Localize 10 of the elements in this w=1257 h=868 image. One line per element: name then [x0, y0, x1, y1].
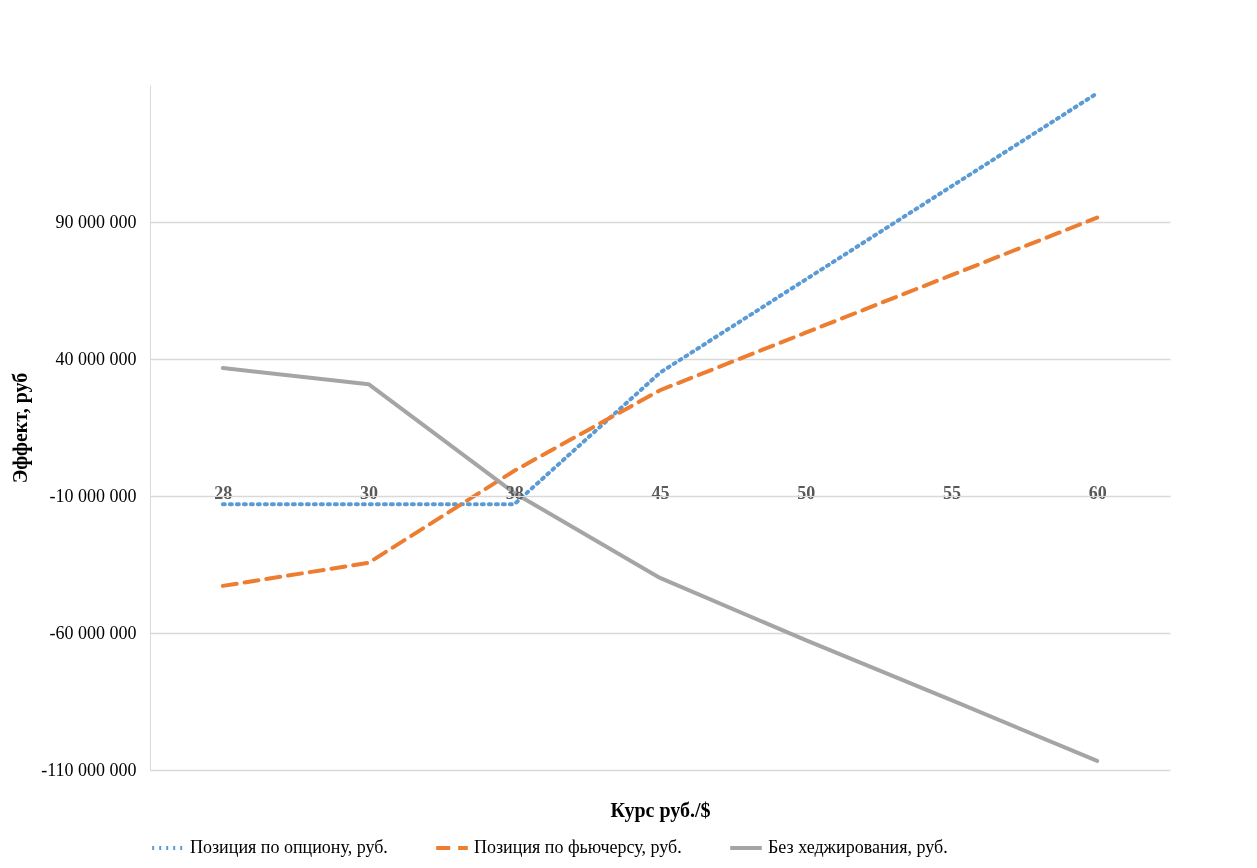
legend-label: Позиция по опциону, руб.: [190, 837, 388, 857]
legend-label: Позиция по фьючерсу, руб.: [474, 837, 682, 857]
legend-label: Без хеджирования, руб.: [768, 837, 948, 857]
y-tick-label: -10 000 000: [49, 485, 137, 506]
x-axis-title: Курс руб./$: [610, 798, 711, 822]
y-tick-label: 40 000 000: [55, 348, 137, 369]
y-tick-label: 90 000 000: [55, 211, 137, 232]
y-tick-label: -60 000 000: [49, 622, 137, 643]
y-axis-title: Эффект, руб: [9, 372, 33, 484]
y-tick-label: -110 000 000: [41, 759, 137, 780]
